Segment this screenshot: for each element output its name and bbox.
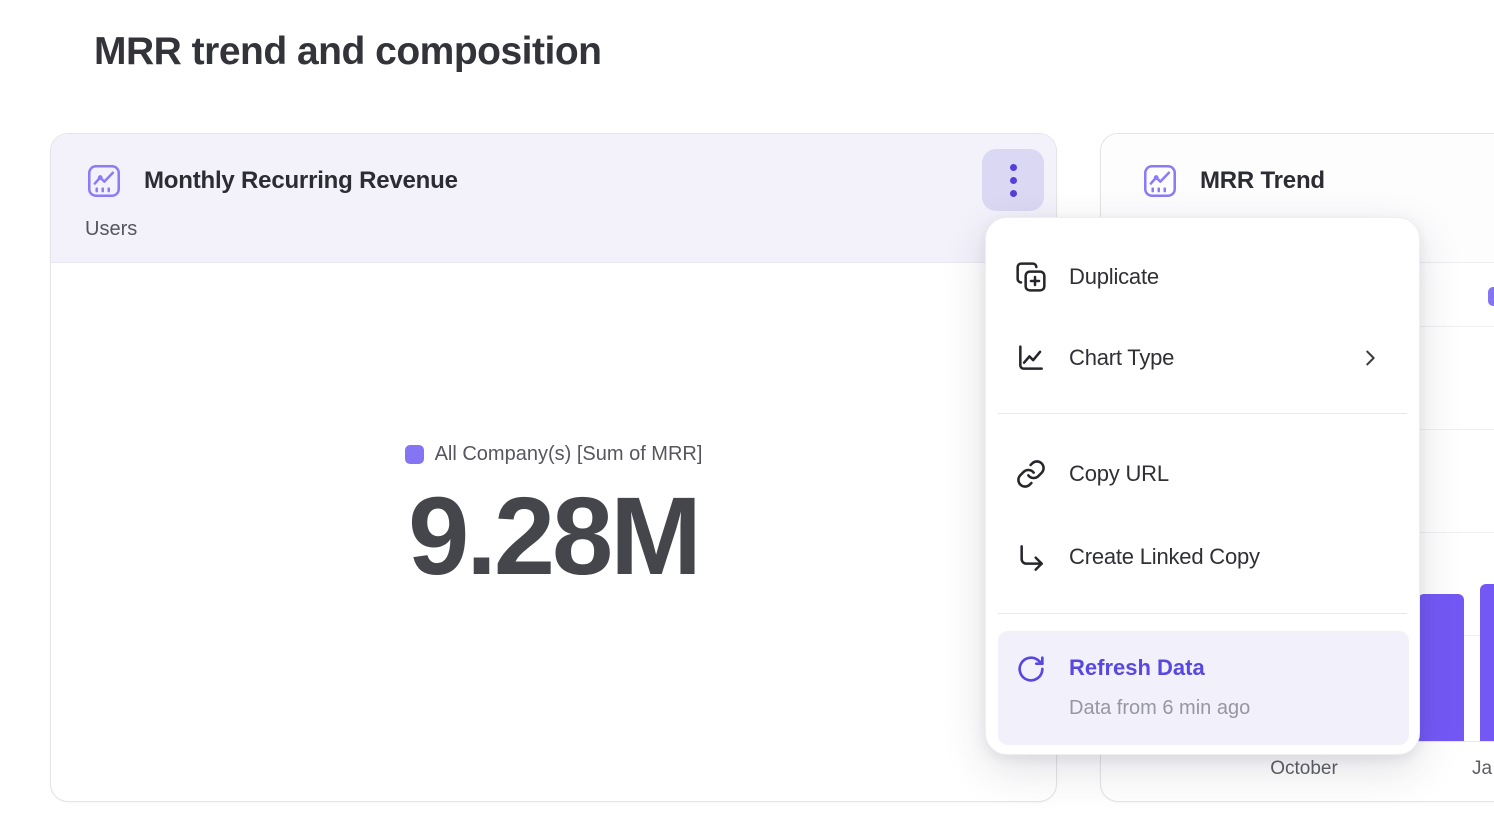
- duplicate-icon: [1015, 261, 1047, 293]
- chevron-right-icon: [1359, 347, 1381, 369]
- menu-item-label: Duplicate: [1069, 264, 1159, 289]
- linked-copy-icon: [1015, 541, 1047, 573]
- trend-card-title: MRR Trend: [1200, 167, 1325, 194]
- legend-label: All Company(s) [Sum of MRR]: [434, 443, 703, 465]
- menu-item-chart-type[interactable]: Chart Type: [986, 330, 1419, 386]
- menu-item-refresh-data[interactable]: Refresh Data Data from 6 min ago: [998, 631, 1409, 745]
- page-title: MRR trend and composition: [94, 30, 602, 73]
- bar-january-area[interactable]: [1480, 584, 1494, 741]
- link-icon: [1015, 458, 1047, 490]
- refresh-data-label: Refresh Data: [1069, 655, 1205, 680]
- bar-october-area[interactable]: [1418, 594, 1464, 741]
- menu-divider: [998, 613, 1407, 614]
- mrr-legend: All Company(s) [Sum of MRR]: [404, 443, 703, 466]
- context-menu: Duplicate Chart Type: [985, 217, 1420, 755]
- mrr-card-title: Monthly Recurring Revenue: [144, 167, 458, 194]
- refresh-data-timestamp: Data from 6 min ago: [1069, 697, 1251, 719]
- refresh-icon: [1015, 653, 1047, 685]
- mrr-card: Monthly Recurring Revenue Users All Comp…: [50, 133, 1057, 802]
- mrr-card-subtitle: Users: [85, 218, 138, 240]
- menu-item-create-linked-copy[interactable]: Create Linked Copy: [986, 529, 1419, 585]
- chart-type-icon: [1015, 342, 1047, 374]
- menu-item-label: Copy URL: [1069, 461, 1169, 486]
- kebab-dot: [1009, 163, 1017, 171]
- menu-divider: [998, 413, 1407, 414]
- mrr-big-number: 9.28M: [408, 475, 702, 598]
- chart-panel-icon: [1141, 162, 1179, 200]
- x-tick-october: October: [1270, 758, 1338, 779]
- menu-item-label: Chart Type: [1069, 345, 1175, 370]
- menu-item-label: Create Linked Copy: [1069, 544, 1260, 569]
- kebab-menu-button[interactable]: [982, 149, 1044, 211]
- trend-legend-swatch: [1488, 287, 1494, 306]
- mrr-big-number-view: All Company(s) [Sum of MRR] 9.28M: [51, 233, 1056, 772]
- menu-item-duplicate[interactable]: Duplicate: [986, 249, 1419, 305]
- x-tick-january: Ja: [1472, 758, 1493, 779]
- menu-item-copy-url[interactable]: Copy URL: [986, 446, 1419, 502]
- kebab-dot: [1009, 176, 1017, 184]
- chart-panel-icon: [85, 162, 123, 200]
- legend-swatch: [404, 445, 424, 464]
- mrr-card-header: Monthly Recurring Revenue Users: [51, 134, 1056, 263]
- kebab-dot: [1009, 189, 1017, 197]
